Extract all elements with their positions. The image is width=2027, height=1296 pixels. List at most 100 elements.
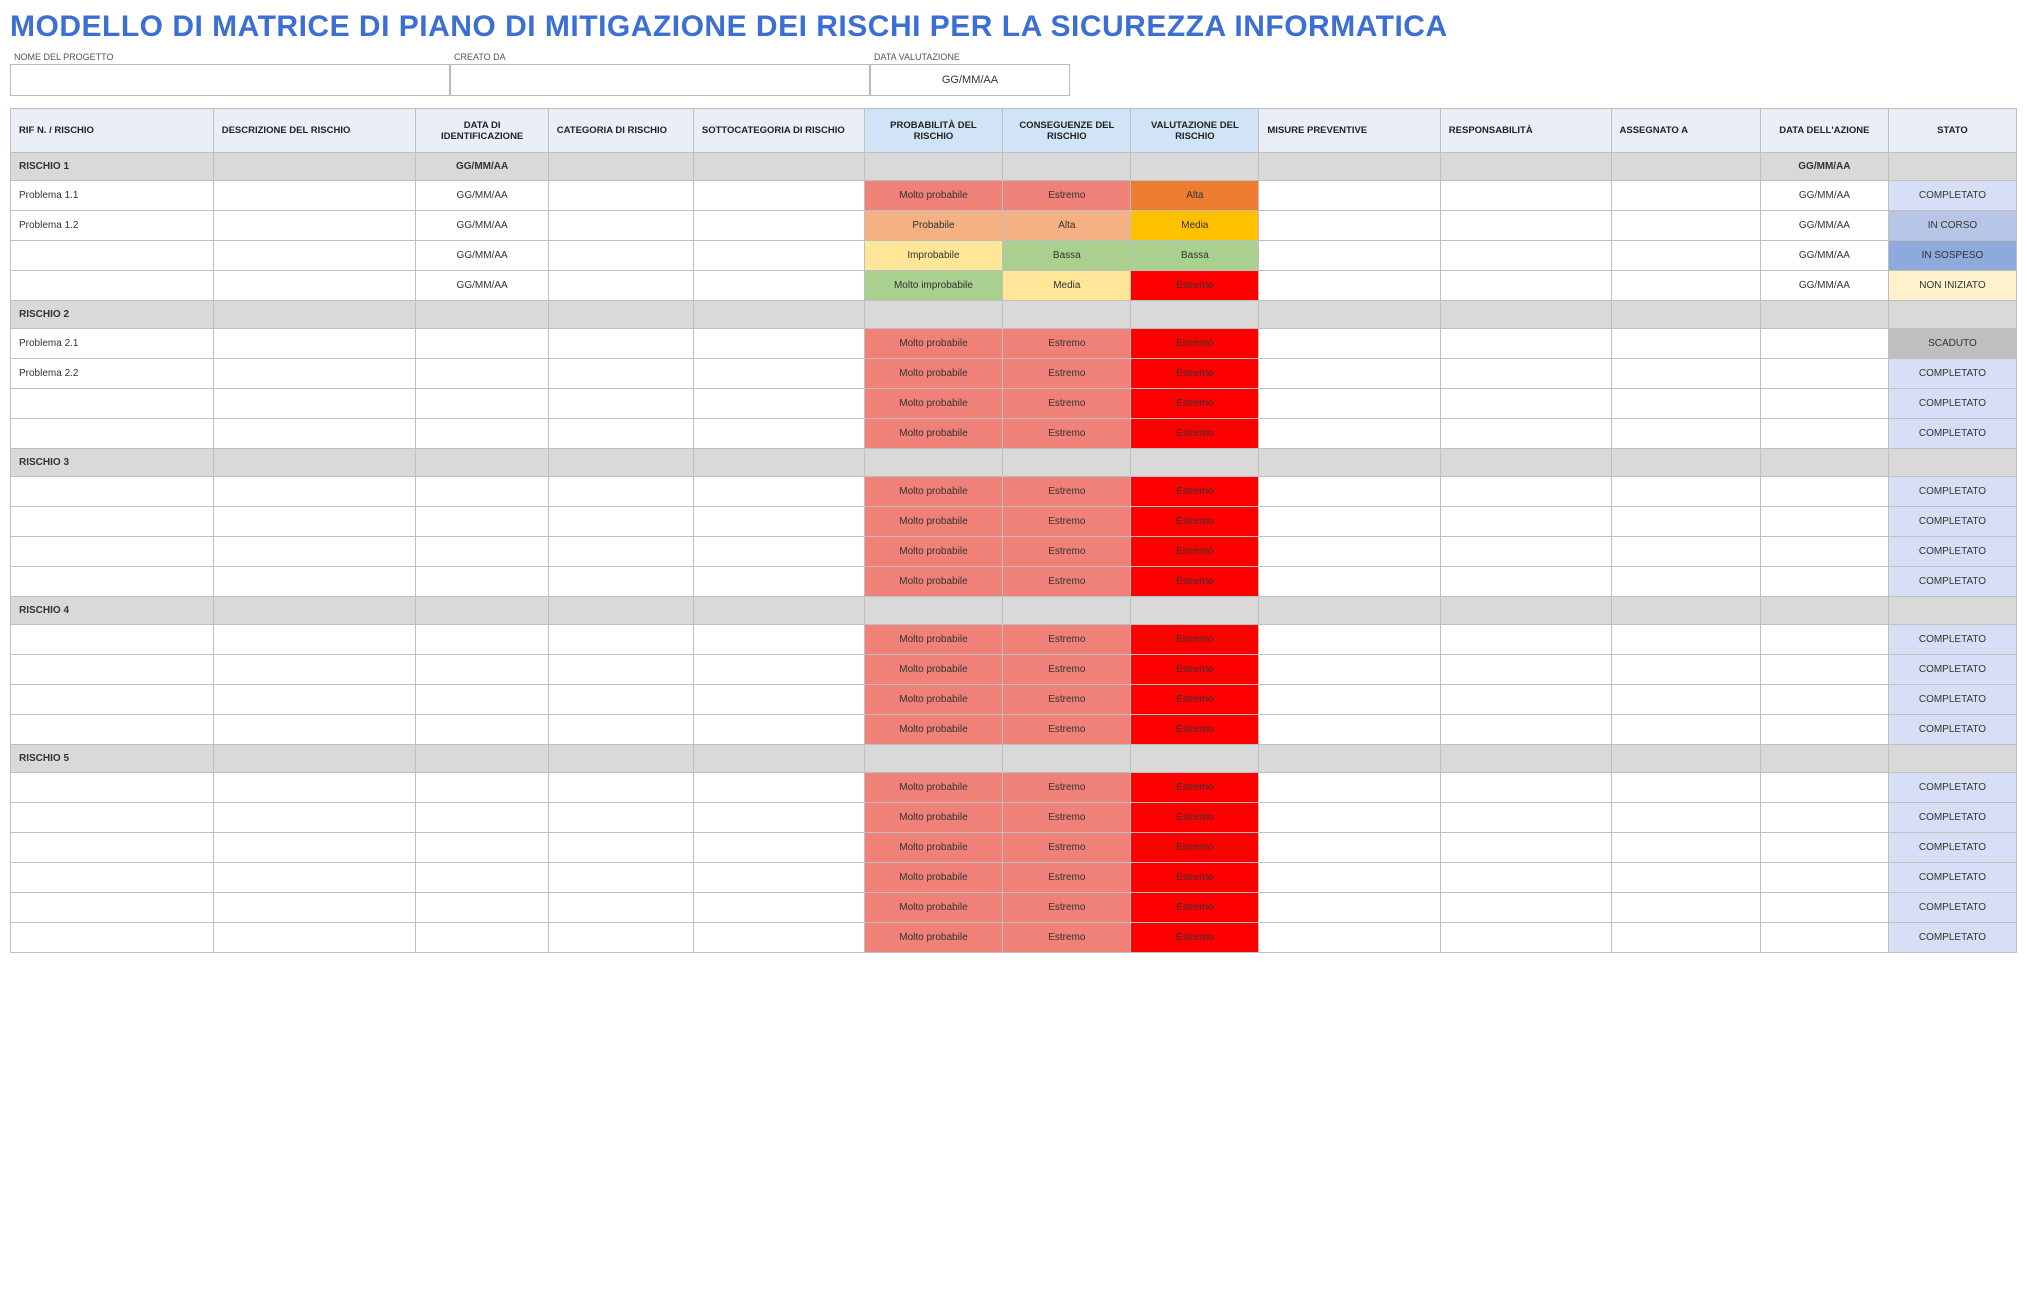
- cell[interactable]: Estremo: [1003, 567, 1131, 597]
- cell[interactable]: COMPLETATO: [1888, 477, 2016, 507]
- cell[interactable]: [11, 863, 214, 893]
- cell[interactable]: [1760, 655, 1888, 685]
- cell[interactable]: [1440, 419, 1611, 449]
- cell[interactable]: Problema 1.2: [11, 211, 214, 241]
- cell[interactable]: Estremo: [1131, 537, 1259, 567]
- cell[interactable]: Estremo: [1131, 507, 1259, 537]
- meta-project-input[interactable]: [10, 64, 450, 96]
- cell[interactable]: [1259, 685, 1440, 715]
- cell[interactable]: Estremo: [1131, 893, 1259, 923]
- cell[interactable]: [416, 655, 548, 685]
- cell[interactable]: COMPLETATO: [1888, 567, 2016, 597]
- cell[interactable]: Improbabile: [864, 241, 1003, 271]
- cell[interactable]: Molto probabile: [864, 389, 1003, 419]
- cell[interactable]: [1760, 773, 1888, 803]
- cell[interactable]: [548, 685, 693, 715]
- cell[interactable]: Molto probabile: [864, 685, 1003, 715]
- cell[interactable]: [1440, 477, 1611, 507]
- cell[interactable]: [1259, 715, 1440, 745]
- cell[interactable]: [693, 241, 864, 271]
- cell[interactable]: [213, 655, 416, 685]
- cell[interactable]: [1611, 685, 1760, 715]
- cell[interactable]: [1611, 211, 1760, 241]
- cell[interactable]: Estremo: [1131, 271, 1259, 301]
- cell[interactable]: Estremo: [1131, 419, 1259, 449]
- cell[interactable]: [1611, 477, 1760, 507]
- cell[interactable]: [213, 241, 416, 271]
- cell[interactable]: Bassa: [1003, 241, 1131, 271]
- cell[interactable]: [11, 715, 214, 745]
- cell[interactable]: COMPLETATO: [1888, 419, 2016, 449]
- cell[interactable]: [1611, 241, 1760, 271]
- cell[interactable]: [11, 833, 214, 863]
- cell[interactable]: [693, 893, 864, 923]
- cell[interactable]: [1259, 271, 1440, 301]
- cell[interactable]: [1611, 389, 1760, 419]
- cell[interactable]: Molto probabile: [864, 863, 1003, 893]
- cell[interactable]: Estremo: [1003, 863, 1131, 893]
- cell[interactable]: [1440, 507, 1611, 537]
- cell[interactable]: [213, 359, 416, 389]
- cell[interactable]: Bassa: [1131, 241, 1259, 271]
- cell[interactable]: Molto probabile: [864, 833, 1003, 863]
- cell[interactable]: [1259, 241, 1440, 271]
- cell[interactable]: [1760, 419, 1888, 449]
- cell[interactable]: [1760, 507, 1888, 537]
- cell[interactable]: Estremo: [1003, 803, 1131, 833]
- meta-date-input[interactable]: GG/MM/AA: [870, 64, 1070, 96]
- cell[interactable]: [548, 419, 693, 449]
- cell[interactable]: [416, 507, 548, 537]
- cell[interactable]: COMPLETATO: [1888, 655, 2016, 685]
- cell[interactable]: [213, 329, 416, 359]
- cell[interactable]: [11, 389, 214, 419]
- cell[interactable]: [11, 773, 214, 803]
- cell[interactable]: [416, 419, 548, 449]
- cell[interactable]: [1440, 655, 1611, 685]
- cell[interactable]: [416, 803, 548, 833]
- cell[interactable]: [213, 893, 416, 923]
- cell[interactable]: [1259, 625, 1440, 655]
- cell[interactable]: [213, 567, 416, 597]
- cell[interactable]: [548, 833, 693, 863]
- cell[interactable]: Estremo: [1003, 477, 1131, 507]
- cell[interactable]: [548, 863, 693, 893]
- cell[interactable]: [1760, 863, 1888, 893]
- cell[interactable]: [1760, 893, 1888, 923]
- cell[interactable]: [213, 181, 416, 211]
- cell[interactable]: [548, 655, 693, 685]
- cell[interactable]: [693, 271, 864, 301]
- cell[interactable]: [213, 271, 416, 301]
- cell[interactable]: [548, 181, 693, 211]
- cell[interactable]: [1440, 715, 1611, 745]
- cell[interactable]: Estremo: [1003, 329, 1131, 359]
- cell[interactable]: Estremo: [1131, 625, 1259, 655]
- cell[interactable]: Molto probabile: [864, 715, 1003, 745]
- cell[interactable]: Problema 2.2: [11, 359, 214, 389]
- cell[interactable]: Estremo: [1131, 477, 1259, 507]
- cell[interactable]: IN CORSO: [1888, 211, 2016, 241]
- cell[interactable]: [1440, 625, 1611, 655]
- cell[interactable]: [416, 773, 548, 803]
- cell[interactable]: [693, 567, 864, 597]
- cell[interactable]: [416, 329, 548, 359]
- cell[interactable]: Estremo: [1131, 773, 1259, 803]
- cell[interactable]: Estremo: [1003, 625, 1131, 655]
- cell[interactable]: [1611, 715, 1760, 745]
- cell[interactable]: [548, 567, 693, 597]
- cell[interactable]: [213, 507, 416, 537]
- cell[interactable]: [1440, 359, 1611, 389]
- cell[interactable]: Molto probabile: [864, 537, 1003, 567]
- cell[interactable]: [1259, 507, 1440, 537]
- cell[interactable]: [693, 803, 864, 833]
- cell[interactable]: Molto probabile: [864, 181, 1003, 211]
- cell[interactable]: [1611, 863, 1760, 893]
- cell[interactable]: [548, 389, 693, 419]
- cell[interactable]: GG/MM/AA: [1760, 181, 1888, 211]
- cell[interactable]: [1440, 893, 1611, 923]
- cell[interactable]: Estremo: [1003, 773, 1131, 803]
- cell[interactable]: [11, 803, 214, 833]
- cell[interactable]: [1760, 567, 1888, 597]
- cell[interactable]: [1259, 773, 1440, 803]
- cell[interactable]: [416, 685, 548, 715]
- cell[interactable]: [1259, 181, 1440, 211]
